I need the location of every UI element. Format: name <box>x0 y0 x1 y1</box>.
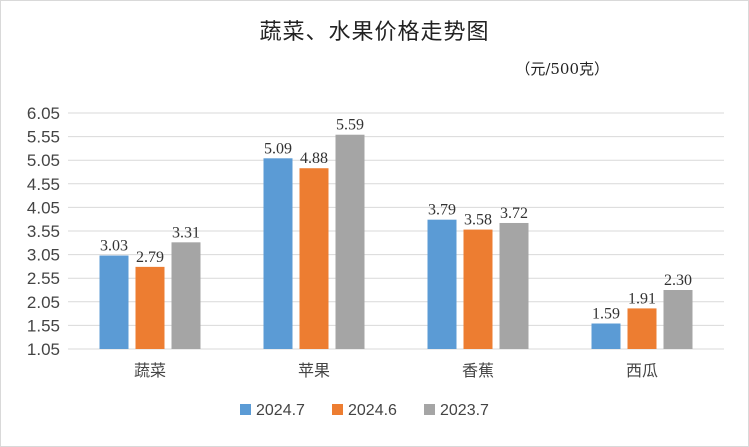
bar-西瓜-2023.7 <box>663 290 693 349</box>
y-tick-label: 4.05 <box>27 198 60 217</box>
y-tick-label: 6.05 <box>27 104 60 123</box>
x-category-label: 苹果 <box>298 361 330 380</box>
bar-苹果-2024.6 <box>299 168 329 349</box>
y-axis-ticks: 6.05 5.55 5.05 4.55 4.05 3.55 3.05 2.55 2.05 1.55… <box>27 104 60 359</box>
data-label: 3.58 <box>464 212 492 229</box>
data-label: 1.59 <box>592 306 620 323</box>
legend: 2024.7 2024.6 2023.7 <box>240 402 489 419</box>
x-category-label: 香蕉 <box>462 361 494 380</box>
legend-label: 2023.7 <box>440 402 489 419</box>
data-label: 5.09 <box>264 140 292 157</box>
data-label: 3.03 <box>100 238 128 255</box>
legend-swatch <box>240 404 251 415</box>
y-tick-label: 4.55 <box>27 175 60 194</box>
x-axis-categories: 蔬菜 苹果 香蕉 西瓜 <box>134 361 658 380</box>
bar-蔬菜-2023.7 <box>171 242 201 349</box>
gridlines <box>68 112 724 350</box>
bar-蔬菜-2024.7 <box>99 255 129 349</box>
data-label: 5.59 <box>336 117 364 134</box>
y-tick-label: 2.55 <box>27 269 60 288</box>
legend-swatch <box>332 404 343 415</box>
bar-苹果-2024.7 <box>263 158 293 349</box>
y-tick-label: 5.55 <box>27 128 60 147</box>
legend-swatch <box>424 404 435 415</box>
legend-label: 2024.6 <box>348 402 397 419</box>
y-tick-label: 2.05 <box>27 293 60 312</box>
y-tick-label: 1.55 <box>27 316 60 335</box>
chart-title: 蔬菜、水果价格走势图 <box>259 20 490 45</box>
legend-label: 2024.7 <box>256 402 305 419</box>
bar-香蕉-2024.7 <box>427 219 457 349</box>
y-tick-label: 5.05 <box>27 151 60 170</box>
data-label: 1.91 <box>628 290 656 307</box>
bar-香蕉-2023.7 <box>499 222 529 349</box>
data-label: 2.79 <box>136 249 164 266</box>
bar-蔬菜-2024.6 <box>135 266 165 349</box>
data-labels: 3.03 2.79 3.31 5.09 4.88 5.59 3.79 3.58 3.72 1.59… <box>100 117 692 323</box>
data-label: 3.31 <box>172 224 200 241</box>
bar-香蕉-2024.6 <box>463 229 493 349</box>
bar-西瓜-2024.7 <box>591 323 621 349</box>
unit-label: （元/500克） <box>515 60 609 78</box>
data-label: 2.30 <box>664 272 692 289</box>
y-tick-label: 1.05 <box>27 340 60 359</box>
data-label: 3.72 <box>500 205 528 222</box>
bar-苹果-2023.7 <box>335 134 365 349</box>
y-tick-label: 3.05 <box>27 246 60 265</box>
x-category-label: 蔬菜 <box>134 361 166 380</box>
bars <box>99 134 693 349</box>
data-label: 3.79 <box>428 202 456 219</box>
data-label: 4.88 <box>300 150 328 167</box>
x-category-label: 西瓜 <box>626 361 658 380</box>
bar-西瓜-2024.6 <box>627 308 657 349</box>
y-tick-label: 3.55 <box>27 222 60 241</box>
